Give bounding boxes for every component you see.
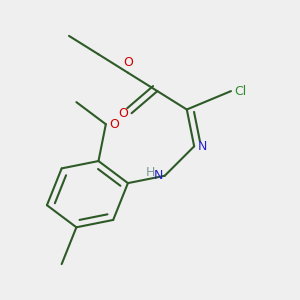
Text: Cl: Cl [235,85,247,98]
Text: O: O [123,56,133,69]
Text: N: N [154,169,163,182]
Text: H: H [146,166,155,178]
Text: O: O [118,107,128,120]
Text: N: N [198,140,207,153]
Text: O: O [110,118,119,131]
